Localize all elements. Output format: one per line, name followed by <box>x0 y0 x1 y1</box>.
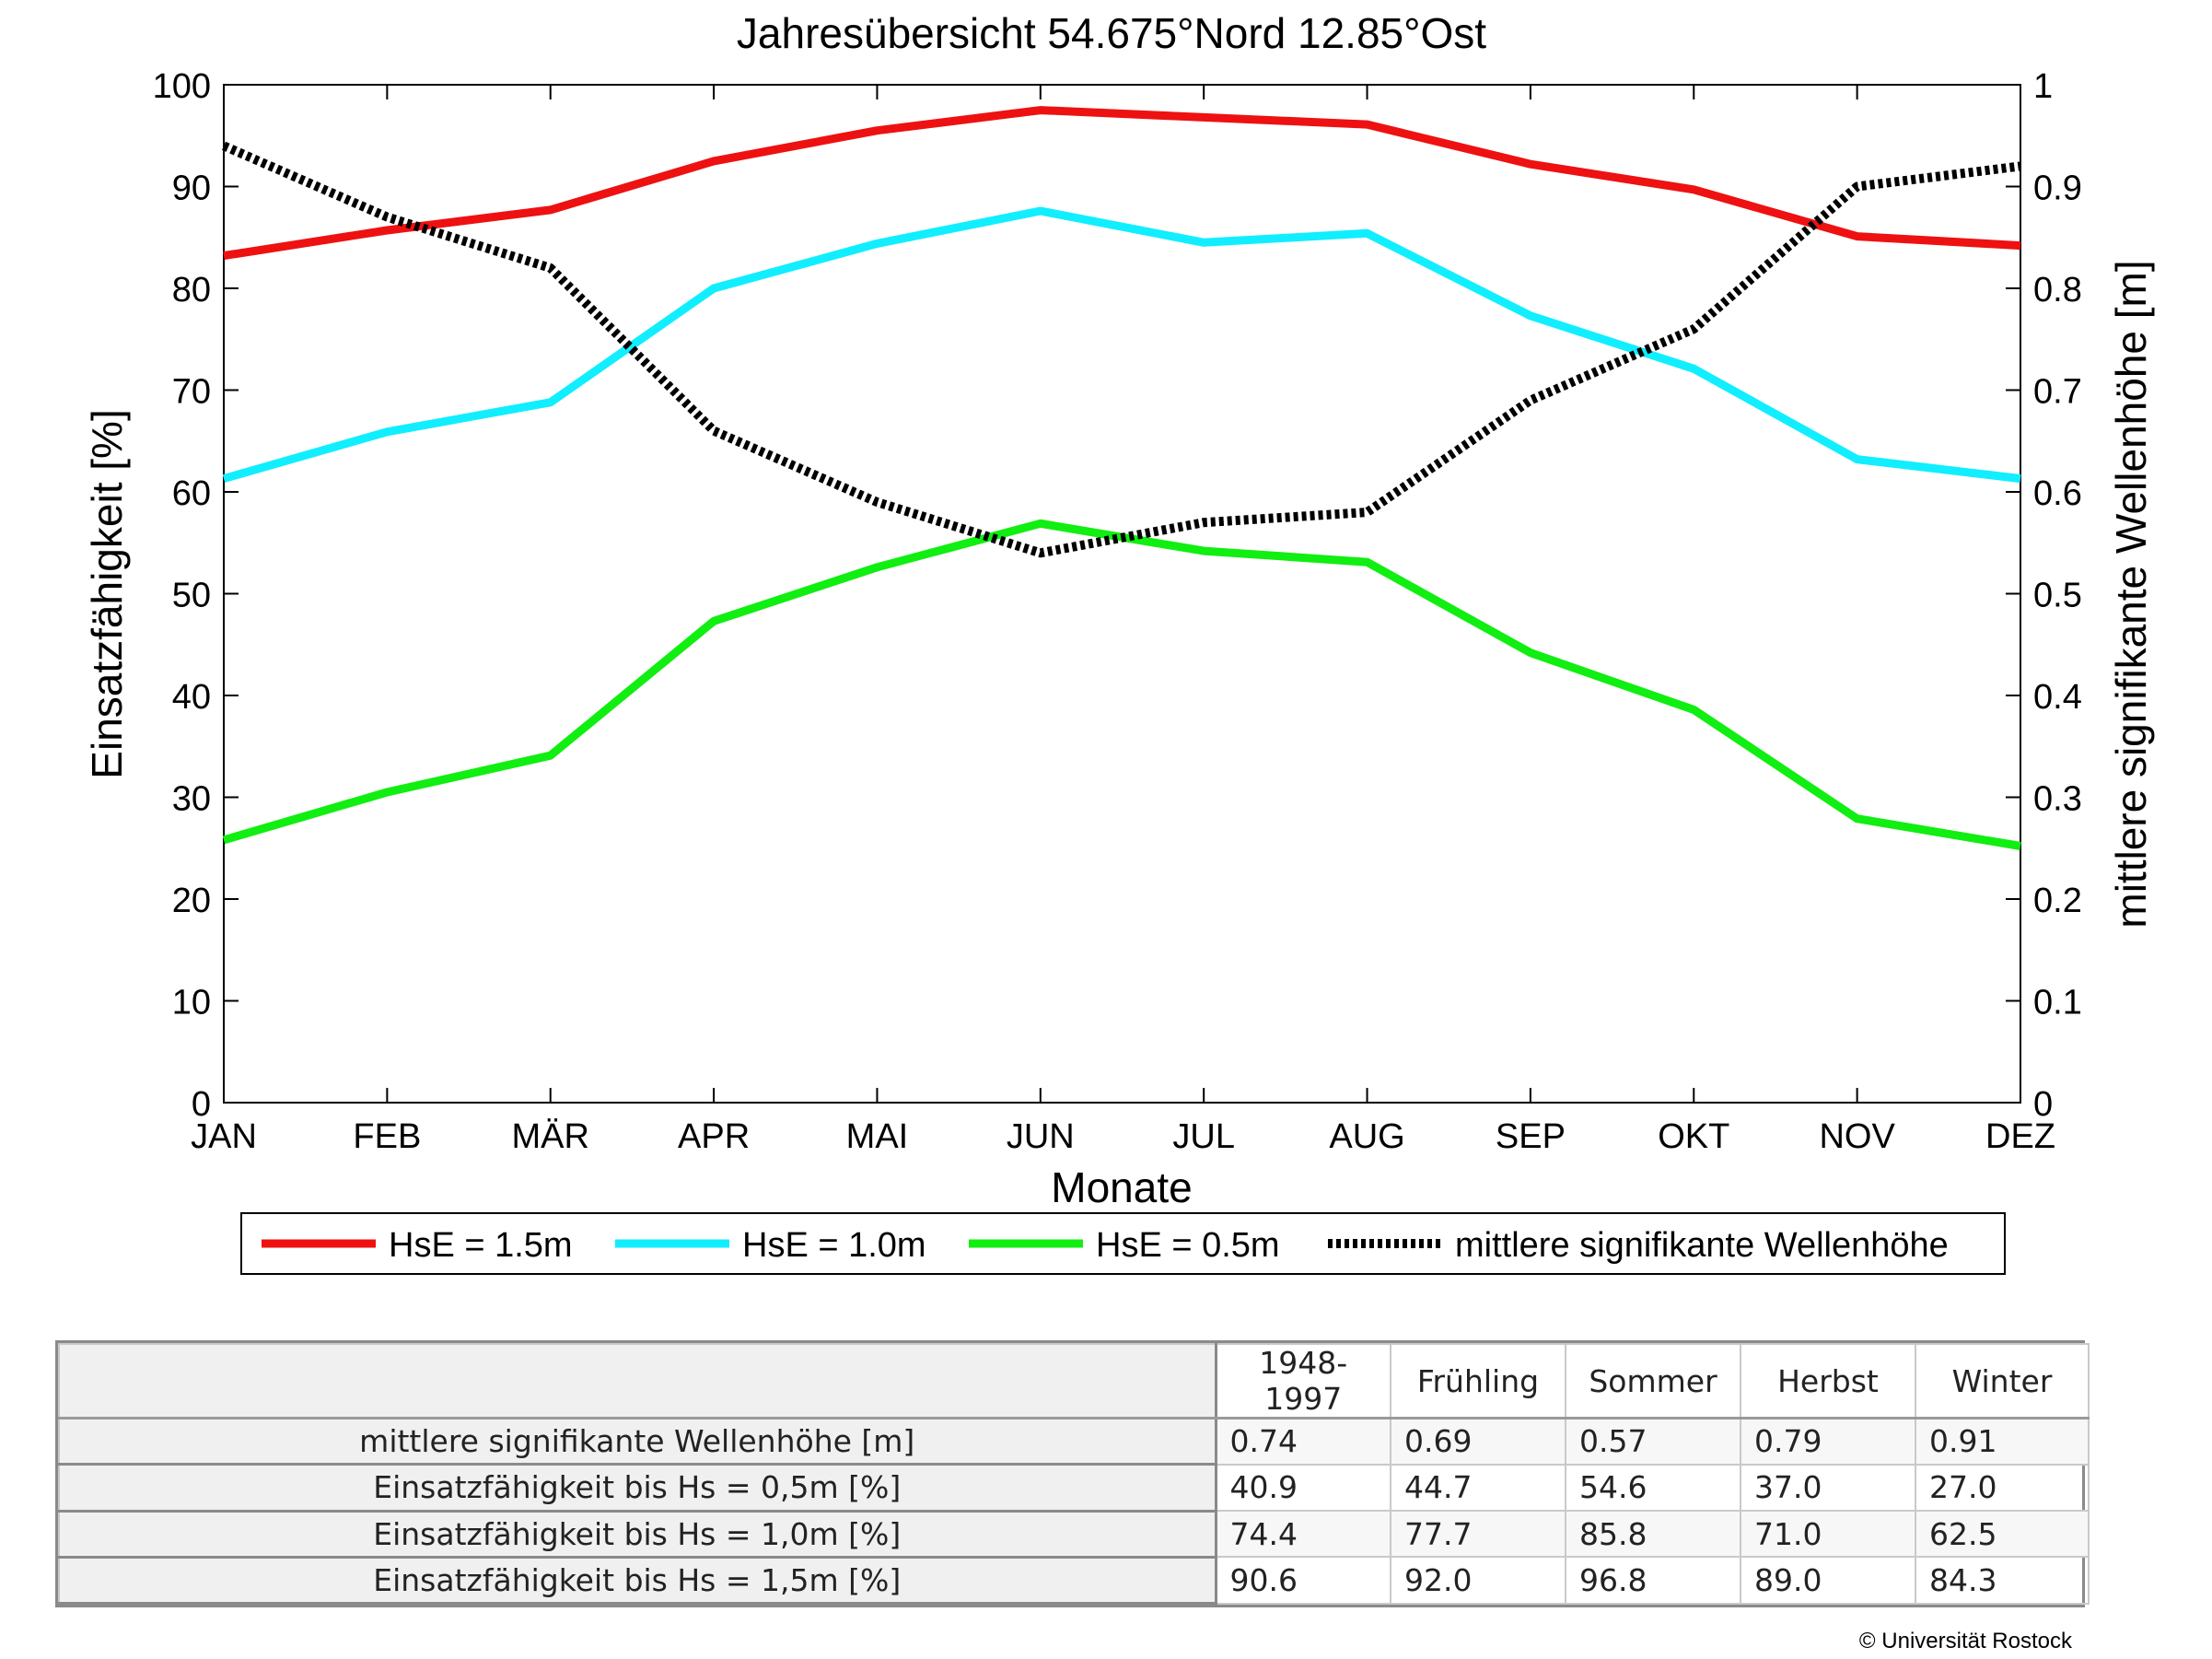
y-tick-label: 20 <box>172 882 211 920</box>
legend-label-0: HsE = 1.5m <box>389 1226 573 1265</box>
table-header-winter: Winter <box>1915 1343 2090 1419</box>
y2-tick-label: 0.8 <box>2033 271 2082 310</box>
row-label: Einsatzfähigkeit bis Hs = 1,5m [%] <box>58 1556 1217 1606</box>
legend: HsE = 1.5m HsE = 1.0m HsE = 0.5m mittlere s… <box>262 1226 1949 1265</box>
y-tick-label: 90 <box>172 169 211 208</box>
y-tick-label: 30 <box>172 780 211 819</box>
table-cell: 90.6 <box>1215 1556 1391 1605</box>
table-cell: 0.69 <box>1390 1417 1566 1466</box>
y2-axis-label: mittlere signifikante Wellenhöhe [m] <box>2107 260 2155 928</box>
statistics-table-grid: 1948-1997 Frühling Sommer Herbst Winter … <box>58 1343 2090 1606</box>
table-header-autumn: Herbst <box>1740 1343 1916 1419</box>
y2-tick-label: 0.5 <box>2033 577 2082 615</box>
table-header-corner <box>58 1343 1217 1419</box>
statistics-table: 1948-1997 Frühling Sommer Herbst Winter … <box>55 1340 2090 1607</box>
series-line-1 <box>222 206 2021 484</box>
table-cell: 0.74 <box>1215 1417 1391 1466</box>
table-header-summer: Sommer <box>1565 1343 1741 1419</box>
y-axis-label: Einsatzfähigkeit [%] <box>83 409 131 778</box>
y2-tick-label: 0.4 <box>2033 678 2082 717</box>
table-header-period: 1948-1997 <box>1215 1343 1391 1419</box>
series-lines <box>222 106 2021 850</box>
x-tick-label: MÄR <box>512 1117 589 1156</box>
y2-tick-label: 0.2 <box>2033 882 2082 920</box>
y2-tick-label: 0.6 <box>2033 474 2082 513</box>
y-tick-label: 80 <box>172 271 211 310</box>
table-cell: 0.91 <box>1915 1417 2090 1466</box>
axis-ticks: 0 10 20 30 40 50 60 70 80 90 100 0 0.1 0.2 0.3 0.4 0.5 0.… <box>153 67 2082 1156</box>
y-tick-label: 50 <box>172 577 211 615</box>
line-chart: Jahresübersicht 54.675°Nord 12.85°Ost 0 1… <box>83 9 2155 1275</box>
table-header-row: 1948-1997 Frühling Sommer Herbst Winter <box>58 1343 2090 1419</box>
x-tick-label: JUL <box>1172 1117 1235 1156</box>
y2-tick-label: 0.7 <box>2033 373 2082 412</box>
y2-tick-label: 0 <box>2033 1085 2053 1124</box>
row-label: Einsatzfähigkeit bis Hs = 1,0m [%] <box>58 1509 1217 1559</box>
y2-tick-label: 0.3 <box>2033 780 2082 819</box>
table-header-spring: Frühling <box>1390 1343 1566 1419</box>
table-row: Einsatzfähigkeit bis Hs = 1,5m [%] 90.6 … <box>58 1556 2090 1606</box>
legend-label-3: mittlere signifikante Wellenhöhe <box>1455 1226 1949 1265</box>
x-axis-label: Monate <box>1051 1163 1192 1211</box>
legend-box <box>240 1212 2006 1275</box>
table-cell: 77.7 <box>1390 1509 1566 1559</box>
table-cell: 92.0 <box>1390 1556 1566 1605</box>
table-cell: 74.4 <box>1215 1509 1391 1559</box>
x-tick-label: AUG <box>1329 1117 1404 1156</box>
table-cell: 54.6 <box>1565 1463 1741 1513</box>
x-tick-label: NOV <box>1819 1117 1895 1156</box>
legend-label-1: HsE = 1.0m <box>742 1226 926 1265</box>
y2-tick-label: 0.1 <box>2033 984 2082 1022</box>
table-cell: 71.0 <box>1740 1509 1916 1559</box>
x-tick-label: DEZ <box>1985 1117 2055 1156</box>
x-tick-label: OKT <box>1658 1117 1729 1156</box>
x-tick-label: FEB <box>353 1117 421 1156</box>
legend-label-2: HsE = 0.5m <box>1096 1226 1280 1265</box>
table-cell: 85.8 <box>1565 1509 1741 1559</box>
x-tick-label: JAN <box>191 1117 257 1156</box>
row-label: Einsatzfähigkeit bis Hs = 0,5m [%] <box>58 1463 1217 1513</box>
y-tick-label: 40 <box>172 678 211 717</box>
series-line-0 <box>223 106 2021 261</box>
x-tick-label: SEP <box>1496 1117 1566 1156</box>
table-cell: 96.8 <box>1565 1556 1741 1605</box>
series-line-3 <box>222 141 2021 558</box>
y-tick-label: 100 <box>153 67 211 106</box>
plot-area-frame <box>223 84 2021 1104</box>
y2-tick-label: 0.9 <box>2033 169 2082 208</box>
table-cell: 37.0 <box>1740 1463 1916 1513</box>
y-tick-label: 10 <box>172 984 211 1022</box>
y-tick-label: 60 <box>172 474 211 513</box>
x-tick-label: JUN <box>1007 1117 1075 1156</box>
table-cell: 44.7 <box>1390 1463 1566 1513</box>
x-tick-label: MAI <box>846 1117 909 1156</box>
table-row: mittlere signifikante Wellenhöhe [m] 0.7… <box>58 1417 2090 1466</box>
y-tick-label: 0 <box>192 1085 211 1124</box>
copyright-notice: © Universität Rostock <box>1858 1629 2072 1653</box>
table-cell: 0.57 <box>1565 1417 1741 1466</box>
y2-tick-label: 1 <box>2033 67 2053 106</box>
table-cell: 0.79 <box>1740 1417 1916 1466</box>
table-cell: 89.0 <box>1740 1556 1916 1605</box>
x-tick-label: APR <box>678 1117 750 1156</box>
row-label: mittlere signifikante Wellenhöhe [m] <box>58 1417 1217 1466</box>
table-row: Einsatzfähigkeit bis Hs = 0,5m [%] 40.9 … <box>58 1463 2090 1513</box>
table-cell: 27.0 <box>1915 1463 2090 1513</box>
table-row: Einsatzfähigkeit bis Hs = 1,0m [%] 74.4 … <box>58 1509 2090 1559</box>
table-cell: 62.5 <box>1915 1509 2090 1559</box>
y-tick-label: 70 <box>172 373 211 412</box>
table-cell: 40.9 <box>1215 1463 1391 1513</box>
chart-title: Jahresübersicht 54.675°Nord 12.85°Ost <box>737 9 1486 57</box>
table-cell: 84.3 <box>1915 1556 2090 1605</box>
